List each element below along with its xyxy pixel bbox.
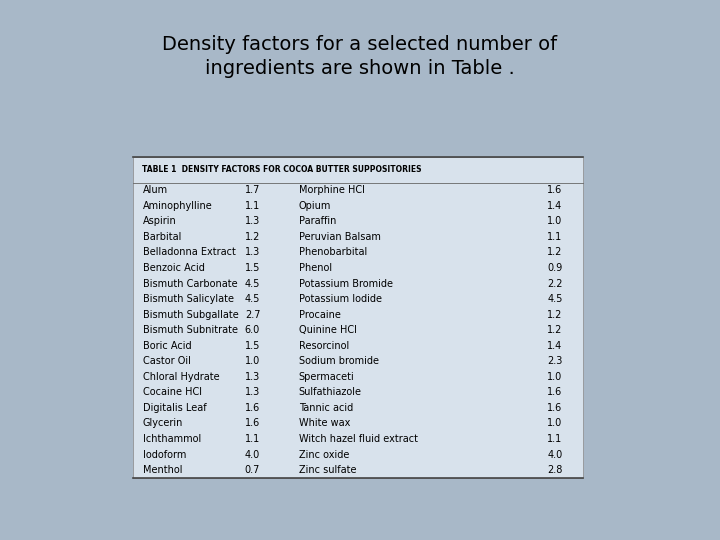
Text: 1.1: 1.1 — [245, 201, 260, 211]
Text: Bismuth Carbonate: Bismuth Carbonate — [143, 279, 237, 288]
Text: Aspirin: Aspirin — [143, 217, 176, 226]
Text: Zinc sulfate: Zinc sulfate — [299, 465, 356, 475]
Text: 1.0: 1.0 — [245, 356, 260, 366]
Text: 0.9: 0.9 — [547, 263, 562, 273]
Text: 1.3: 1.3 — [245, 217, 260, 226]
Text: Density factors for a selected number of
ingredients are shown in Table .: Density factors for a selected number of… — [163, 35, 557, 78]
Text: 2.3: 2.3 — [547, 356, 562, 366]
Text: Tannic acid: Tannic acid — [299, 403, 353, 413]
Text: Ichthammol: Ichthammol — [143, 434, 201, 444]
Text: Resorcinol: Resorcinol — [299, 341, 349, 351]
Text: 1.7: 1.7 — [245, 185, 260, 195]
Text: Belladonna Extract: Belladonna Extract — [143, 247, 235, 258]
Text: Boric Acid: Boric Acid — [143, 341, 192, 351]
Text: Bismuth Subnitrate: Bismuth Subnitrate — [143, 325, 238, 335]
Text: Castor Oil: Castor Oil — [143, 356, 190, 366]
Text: Opium: Opium — [299, 201, 331, 211]
Text: 4.5: 4.5 — [245, 279, 260, 288]
Text: 1.6: 1.6 — [547, 403, 562, 413]
Text: Bismuth Salicylate: Bismuth Salicylate — [143, 294, 233, 304]
Text: 2.7: 2.7 — [245, 309, 261, 320]
Text: 6.0: 6.0 — [245, 325, 260, 335]
Text: 4.0: 4.0 — [245, 450, 260, 460]
Text: 4.5: 4.5 — [245, 294, 260, 304]
Text: Chloral Hydrate: Chloral Hydrate — [143, 372, 219, 382]
Text: 1.5: 1.5 — [245, 341, 260, 351]
Text: White wax: White wax — [299, 418, 350, 428]
Text: 1.0: 1.0 — [547, 372, 562, 382]
Text: Menthol: Menthol — [143, 465, 182, 475]
Text: Iodoform: Iodoform — [143, 450, 186, 460]
Text: 1.6: 1.6 — [245, 403, 260, 413]
Text: 1.6: 1.6 — [547, 185, 562, 195]
Text: Phenol: Phenol — [299, 263, 332, 273]
Text: Witch hazel fluid extract: Witch hazel fluid extract — [299, 434, 418, 444]
Text: 2.2: 2.2 — [547, 279, 563, 288]
Text: Alum: Alum — [143, 185, 168, 195]
Text: 1.0: 1.0 — [547, 217, 562, 226]
Text: Digitalis Leaf: Digitalis Leaf — [143, 403, 206, 413]
Text: Morphine HCl: Morphine HCl — [299, 185, 364, 195]
Text: 4.5: 4.5 — [547, 294, 562, 304]
Text: Spermaceti: Spermaceti — [299, 372, 354, 382]
Text: 1.5: 1.5 — [245, 263, 260, 273]
Text: 0.7: 0.7 — [245, 465, 260, 475]
FancyBboxPatch shape — [133, 157, 583, 478]
Text: 1.4: 1.4 — [547, 341, 562, 351]
Text: Sulfathiazole: Sulfathiazole — [299, 387, 362, 397]
Text: 1.2: 1.2 — [547, 325, 562, 335]
Text: Paraffin: Paraffin — [299, 217, 336, 226]
Text: 1.3: 1.3 — [245, 247, 260, 258]
Text: 4.0: 4.0 — [547, 450, 562, 460]
Text: 1.4: 1.4 — [547, 201, 562, 211]
Text: 1.3: 1.3 — [245, 372, 260, 382]
Text: 1.1: 1.1 — [547, 434, 562, 444]
Text: 1.2: 1.2 — [547, 309, 562, 320]
Text: Peruvian Balsam: Peruvian Balsam — [299, 232, 381, 242]
Text: Quinine HCl: Quinine HCl — [299, 325, 356, 335]
Text: Potassium Iodide: Potassium Iodide — [299, 294, 382, 304]
Text: Barbital: Barbital — [143, 232, 181, 242]
Text: TABLE 1  DENSITY FACTORS FOR COCOA BUTTER SUPPOSITORIES: TABLE 1 DENSITY FACTORS FOR COCOA BUTTER… — [142, 165, 421, 174]
Text: Aminophylline: Aminophylline — [143, 201, 212, 211]
Text: 1.6: 1.6 — [245, 418, 260, 428]
Text: Sodium bromide: Sodium bromide — [299, 356, 379, 366]
Text: 1.2: 1.2 — [547, 247, 562, 258]
Text: Procaine: Procaine — [299, 309, 341, 320]
Text: Benzoic Acid: Benzoic Acid — [143, 263, 204, 273]
Text: 1.2: 1.2 — [245, 232, 260, 242]
Text: 1.1: 1.1 — [547, 232, 562, 242]
Text: Glycerin: Glycerin — [143, 418, 183, 428]
Text: Phenobarbital: Phenobarbital — [299, 247, 367, 258]
Text: 1.0: 1.0 — [547, 418, 562, 428]
Text: 1.6: 1.6 — [547, 387, 562, 397]
Text: Bismuth Subgallate: Bismuth Subgallate — [143, 309, 238, 320]
Text: Zinc oxide: Zinc oxide — [299, 450, 349, 460]
Text: 1.3: 1.3 — [245, 387, 260, 397]
Text: Cocaine HCl: Cocaine HCl — [143, 387, 202, 397]
Text: Potassium Bromide: Potassium Bromide — [299, 279, 393, 288]
Text: 1.1: 1.1 — [245, 434, 260, 444]
Text: 2.8: 2.8 — [547, 465, 562, 475]
